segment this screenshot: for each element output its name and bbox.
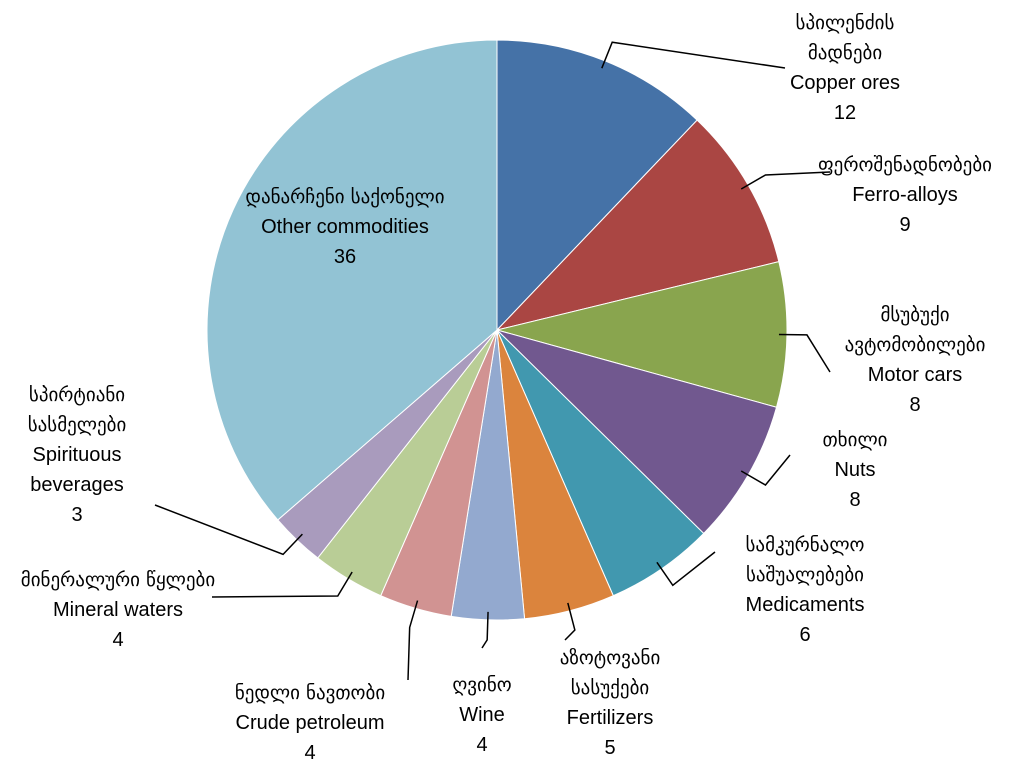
leader-line xyxy=(564,602,576,641)
value-label: 4 xyxy=(112,629,124,651)
label-english: Ferro-alloys xyxy=(852,184,958,206)
value-label: 4 xyxy=(304,742,316,764)
leader-line xyxy=(211,571,353,598)
slice-label: თხილი Nuts 8 xyxy=(795,425,915,515)
label-georgian: სამკურნალო საშუალებები xyxy=(745,534,865,586)
label-english: Mineral waters xyxy=(52,599,184,621)
label-english: Fertilizers xyxy=(566,707,654,729)
value-label: 9 xyxy=(899,214,911,236)
value-label: 12 xyxy=(833,102,857,124)
leader-line xyxy=(601,41,786,69)
value-label: 4 xyxy=(476,734,488,756)
slice-label: სპირტიანი სასმელები Spirituous beverages 3 xyxy=(2,380,152,530)
value-label: 8 xyxy=(849,489,861,511)
label-georgian: აზოტოვანი სასუქები xyxy=(559,647,661,699)
label-english: Wine xyxy=(459,704,505,726)
slice-label: დანარჩენი საქონელი Other commodities 36 xyxy=(230,182,460,272)
label-georgian: ღვინო xyxy=(452,674,512,696)
value-label: 8 xyxy=(909,394,921,416)
label-english: Crude petroleum xyxy=(235,712,385,734)
slice-label: მინერალური წყლები Mineral waters 4 xyxy=(18,565,218,655)
label-georgian: სპირტიანი სასმელები xyxy=(27,384,127,436)
label-georgian: მსუბუქი ავტომობილები xyxy=(844,304,986,356)
label-georgian: ფეროშენადნობები xyxy=(818,154,992,176)
leader-line xyxy=(656,551,716,587)
leader-line xyxy=(778,333,831,373)
leader-line xyxy=(740,454,791,486)
label-georgian: სპილენძის მადნები xyxy=(795,12,895,64)
value-label: 36 xyxy=(333,246,357,268)
label-georgian: თხილი xyxy=(822,429,888,451)
pie-slice xyxy=(206,39,498,521)
leader-line xyxy=(407,600,419,681)
label-english: Other commodities xyxy=(261,216,429,238)
label-georgian: მინერალური წყლები xyxy=(20,569,216,591)
label-english: Spirituous beverages xyxy=(30,444,124,496)
label-english: Copper ores xyxy=(789,72,901,94)
slice-label: ღვინო Wine 4 xyxy=(422,670,542,760)
slice-label: სპილენძის მადნები Copper ores 12 xyxy=(760,8,930,128)
label-georgian: დანარჩენი საქონელი xyxy=(245,186,445,208)
slice-label: ნედლი ნავთობი Crude petroleum 4 xyxy=(200,678,420,768)
value-label: 5 xyxy=(604,737,616,759)
label-english: Nuts xyxy=(834,459,876,481)
leader-line xyxy=(740,171,831,190)
leader-line xyxy=(154,504,303,556)
slice-label: ფეროშენადნობები Ferro-alloys 9 xyxy=(790,150,1020,240)
value-label: 6 xyxy=(799,624,811,646)
leader-line xyxy=(481,611,489,649)
slice-label: აზოტოვანი სასუქები Fertilizers 5 xyxy=(525,643,695,763)
slice-label: სამკურნალო საშუალებები Medicaments 6 xyxy=(705,530,905,650)
value-label: 3 xyxy=(71,504,83,526)
label-georgian: ნედლი ნავთობი xyxy=(234,682,386,704)
slice-label: მსუბუქი ავტომობილები Motor cars 8 xyxy=(815,300,1015,420)
label-english: Motor cars xyxy=(867,364,963,386)
label-english: Medicaments xyxy=(745,594,865,616)
